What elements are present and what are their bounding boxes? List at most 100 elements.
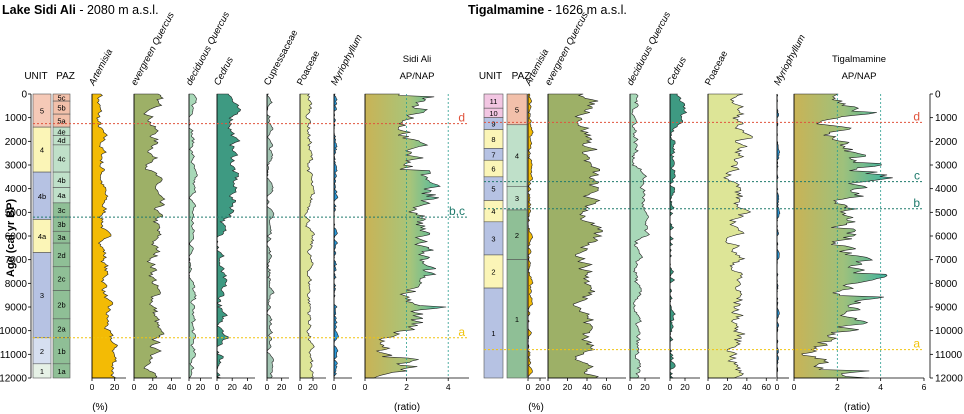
pollen-curve (133, 93, 166, 379)
percent-unit-label: (%) (92, 402, 108, 413)
pollen-curve (629, 93, 650, 379)
panel-tick-label: 0 (298, 382, 303, 392)
panel-tick-label: 0 (90, 382, 95, 392)
paz-zone-label: 5a (57, 117, 66, 126)
site-elev-tig: - 1626 m a.s.l. (544, 3, 627, 17)
unit-zone-label: 5 (491, 185, 495, 194)
event-horizon-label: c (914, 169, 920, 183)
panel-tick-label: 40 (243, 382, 253, 392)
pollen-curve (188, 93, 198, 379)
panel-tick-label: 0 (215, 382, 220, 392)
paz-zone-label: 1 (515, 315, 519, 324)
panel-tick-label: 20 (535, 382, 545, 392)
age-tick-label: 3000 (935, 161, 958, 172)
age-tick-label: 3000 (5, 161, 28, 172)
pollen-curve (216, 93, 242, 379)
unit-zone-label: 2 (40, 347, 44, 356)
age-tick-label: 8000 (5, 279, 28, 290)
unit-zone-label: 1 (491, 329, 495, 338)
age-tick-label: 0 (21, 90, 27, 101)
age-tick-label: 0 (935, 90, 941, 101)
plot-area: 0100020003000400050006000700080009000100… (0, 10, 963, 413)
pollen-curve (266, 93, 275, 379)
paz-zone-label: 3c (58, 206, 66, 215)
age-tick-label: 7000 (935, 255, 958, 266)
age-tick-label: 7000 (5, 255, 28, 266)
panel-title: Tigalmamine (832, 54, 886, 65)
unit-zone-label: 8 (491, 135, 495, 144)
unit-zone-label: 11 (490, 97, 498, 106)
paz-zone-label: 1b (57, 347, 65, 356)
ratio-unit-label: (ratio) (394, 402, 420, 413)
panel-tick-label: 0 (792, 382, 797, 392)
event-horizon-label: b,c (449, 204, 465, 218)
panel-tick-label: 60 (602, 382, 612, 392)
paz-zone-label: 4a (57, 191, 66, 200)
pollen-curve (669, 93, 688, 379)
age-tick-label: 2000 (935, 137, 958, 148)
panel-title: Cedrus (665, 55, 689, 87)
unit-zone-label: 4b (38, 192, 46, 201)
age-tick-label: 1000 (5, 113, 28, 124)
panel-title: Poaceae (703, 49, 730, 87)
pollen-curve (364, 93, 447, 379)
unit-zone-label: 10 (489, 109, 497, 118)
pollen-curve (793, 93, 893, 379)
event-horizon-label: a (458, 325, 465, 339)
panel-title: Cupressaceae (262, 28, 300, 87)
panel-tick-label: 6 (922, 382, 927, 392)
panel-tick-label: 0 (668, 382, 673, 392)
panel-tick-label: 40 (167, 382, 177, 392)
paz-zone-label: 1a (57, 367, 66, 376)
paz-zone-label: 4e (57, 127, 65, 136)
panel-title: evergreen Quercus (543, 10, 591, 87)
panel-tick-label: 20 (563, 382, 573, 392)
age-tick-label: 8000 (935, 279, 958, 290)
panel-title: AP/NAP (400, 71, 435, 82)
panel-tick-label: 20 (640, 382, 650, 392)
panel-tick-label: 0 (526, 382, 531, 392)
panel-tick-label: 0 (332, 382, 337, 392)
site-name-tig: Tigalmamine (468, 3, 544, 17)
panel-title: Myriophyllum (329, 33, 365, 88)
panel-title: Artemisia (86, 47, 115, 88)
unit-zone-label: 9 (491, 120, 495, 129)
panel-tick-label: 20 (227, 382, 237, 392)
paz-column-header: PAZ (512, 71, 531, 82)
panel-tick-label: 0 (628, 382, 633, 392)
unit-zone-label: 5 (40, 107, 44, 116)
age-tick-label: 9000 (5, 303, 28, 314)
panel-tick-label: 40 (582, 382, 592, 392)
paz-zone-label: 2 (515, 231, 519, 240)
age-tick-label: 10000 (935, 326, 963, 337)
age-tick-label: 9000 (935, 303, 958, 314)
panel-title: Cedrus (212, 55, 236, 87)
pollen-curve (299, 93, 315, 379)
panel-tick-label: 4 (878, 382, 883, 392)
age-tick-label: 10000 (0, 326, 27, 337)
event-horizon-label: a (913, 337, 920, 351)
paz-zone-label: 5b (57, 104, 65, 113)
pollen-curve (776, 93, 781, 379)
unit-zone (32, 363, 52, 379)
site-title-sidi: Lake Sidi Ali - 2080 m a.s.l. (2, 3, 159, 17)
panel-title: AP/NAP (842, 71, 877, 82)
panel-tick-label: 0 (187, 382, 192, 392)
panel-tick-label: 20 (277, 382, 287, 392)
paz-zone-label: 4d (57, 136, 65, 145)
paz-zone-label: 3b (57, 220, 65, 229)
age-tick-label: 11000 (0, 350, 27, 361)
event-horizon-label: d (913, 109, 920, 123)
unit-zone-label: 7 (491, 150, 495, 159)
unit-zone-label: 4 (40, 146, 44, 155)
age-tick-label: 11000 (935, 350, 963, 361)
y-axis-title: Age (cal yr BP) (5, 199, 17, 278)
panel-tick-label: 20 (196, 382, 206, 392)
panel-tick-label: 20 (110, 382, 120, 392)
panel-title: Myriophyllum (772, 33, 808, 88)
panel-tick-label: 0 (265, 382, 270, 392)
paz-zone (52, 363, 71, 379)
panel-title: Sidi Ali (403, 54, 432, 65)
unit-zone-label: 1 (40, 367, 44, 376)
